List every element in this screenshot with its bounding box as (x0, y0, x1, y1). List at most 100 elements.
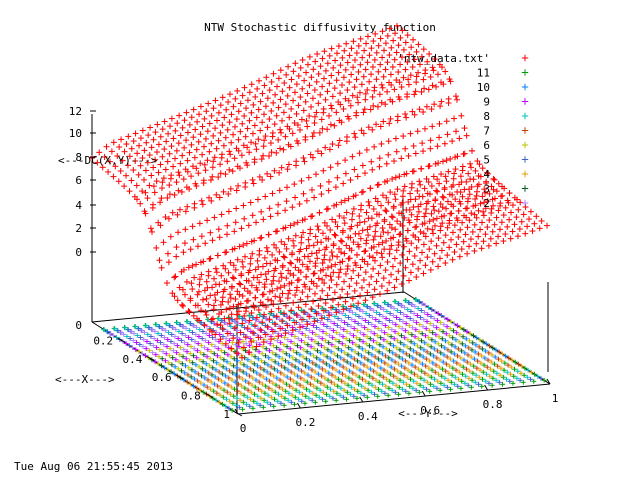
data-point (524, 223, 531, 230)
data-point (462, 231, 469, 238)
data-point (199, 296, 206, 303)
data-point (270, 70, 277, 77)
data-point (308, 250, 315, 257)
data-point (453, 128, 460, 135)
data-point (420, 241, 427, 248)
data-point (458, 112, 465, 119)
data-point (296, 201, 303, 208)
data-point (401, 312, 407, 317)
data-point (195, 348, 200, 354)
y-tick-label: 1 (552, 392, 559, 405)
data-point (190, 134, 197, 141)
data-point (260, 143, 267, 150)
data-point (311, 270, 318, 277)
data-point (196, 281, 203, 288)
data-point (379, 225, 386, 232)
data-point (298, 239, 305, 246)
data-point (126, 343, 132, 348)
data-point (348, 324, 354, 329)
data-point (408, 184, 415, 191)
data-point (251, 322, 258, 329)
data-point (292, 60, 299, 67)
data-point (500, 212, 507, 219)
data-point (226, 305, 233, 312)
data-point (434, 143, 441, 150)
data-point (281, 80, 288, 87)
data-point (273, 352, 279, 358)
data-point (151, 189, 158, 196)
data-point (162, 166, 169, 173)
chart-title: NTW Stochastic diffusivity function (204, 21, 436, 34)
data-point (373, 49, 380, 56)
data-point (287, 259, 294, 266)
data-point (381, 337, 387, 343)
data-point (407, 190, 414, 197)
x-tick-label: 0.6 (152, 371, 172, 384)
data-point (341, 278, 348, 285)
data-point (426, 162, 433, 169)
data-point (272, 293, 279, 300)
data-point (355, 272, 362, 279)
data-point (250, 101, 257, 108)
data-point (360, 188, 367, 195)
data-point (208, 112, 215, 119)
data-point (358, 81, 365, 88)
data-point (212, 265, 219, 272)
data-point (368, 71, 375, 78)
data-point (237, 100, 244, 107)
data-point (363, 311, 369, 316)
data-point (176, 112, 183, 119)
data-point (204, 354, 210, 360)
data-point (261, 82, 268, 89)
data-point (271, 336, 277, 342)
data-point (380, 275, 387, 282)
data-point (164, 344, 170, 349)
y-tick-mark (484, 384, 489, 391)
data-point (277, 67, 284, 74)
data-point (162, 335, 167, 340)
data-point (225, 315, 232, 322)
data-point (375, 181, 382, 188)
data-point (256, 77, 263, 84)
data-point (364, 59, 371, 66)
data-point (143, 353, 148, 359)
data-point (137, 200, 144, 207)
data-point (498, 219, 505, 226)
data-point (150, 350, 156, 356)
data-point (377, 61, 384, 68)
data-point (213, 337, 219, 342)
data-point (418, 315, 423, 320)
data-point (201, 161, 208, 168)
data-point (447, 333, 452, 339)
data-point (331, 328, 336, 333)
data-point (375, 326, 381, 332)
data-point (337, 237, 344, 244)
surface-row (121, 50, 433, 190)
data-point (459, 167, 466, 174)
data-point (300, 154, 307, 161)
data-point (310, 270, 317, 277)
data-point (306, 335, 312, 341)
data-point (173, 147, 180, 154)
data-point (426, 246, 433, 253)
data-point (159, 153, 166, 160)
data-point (148, 172, 155, 179)
data-point (386, 325, 392, 331)
data-point (130, 338, 136, 343)
data-point (231, 228, 238, 235)
data-point (140, 344, 146, 349)
data-point (249, 176, 256, 183)
data-point (230, 275, 237, 282)
data-point (314, 325, 319, 330)
data-point (437, 103, 444, 110)
data-point (227, 259, 234, 266)
data-point (420, 108, 427, 115)
legend-marker (521, 98, 529, 105)
data-point (444, 131, 451, 138)
data-point (274, 83, 280, 90)
data-point (351, 57, 358, 64)
data-point (361, 218, 368, 225)
data-point (279, 117, 285, 124)
data-point (468, 210, 475, 217)
data-point (246, 89, 253, 96)
